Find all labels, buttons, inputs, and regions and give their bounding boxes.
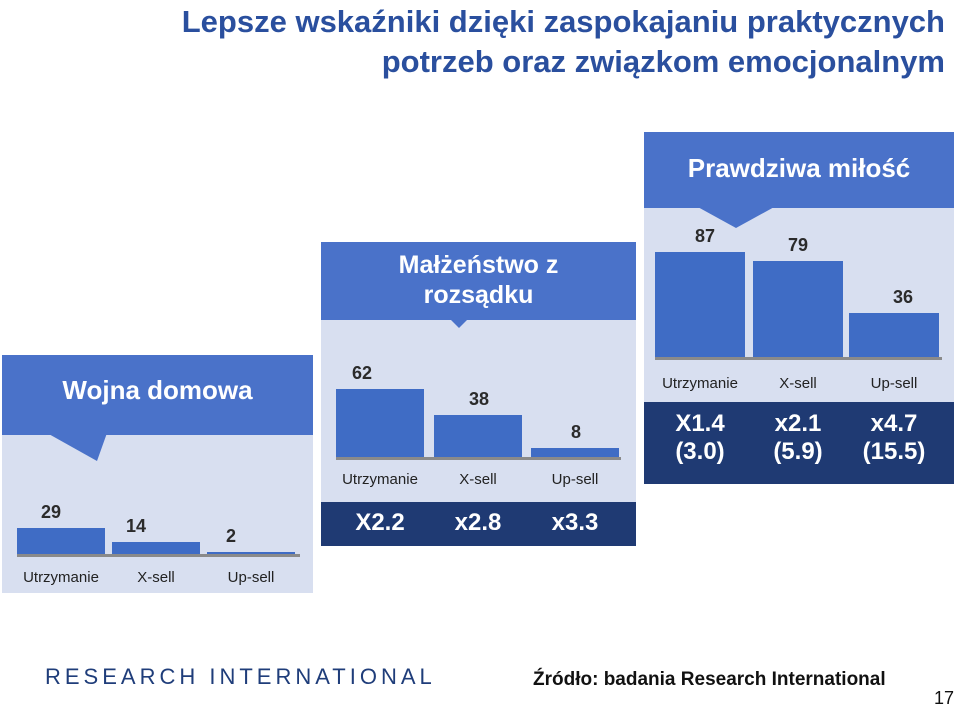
chart-title-line-1: Małżeństwo z bbox=[398, 251, 559, 279]
bar-utrzymanie bbox=[655, 252, 745, 357]
bar-up-sell bbox=[849, 313, 939, 357]
value-label: 87 bbox=[694, 226, 716, 246]
baseline bbox=[336, 457, 621, 460]
category-label: Up-sell bbox=[870, 375, 918, 392]
value-label: 38 bbox=[468, 389, 490, 409]
category-label: Utrzymanie bbox=[662, 375, 738, 392]
page-title: Lepsze wskaźniki dzięki zaspokajaniu pra… bbox=[40, 2, 945, 82]
banner-wojna-domowa: Wojna domowa bbox=[2, 355, 313, 461]
panel-prawdziwa-milosc: Prawdziwa miłość 87 Utrzymanie 79 X-sell 36 U… bbox=[644, 132, 954, 484]
value-label: 14 bbox=[125, 516, 147, 536]
value-label: 36 bbox=[892, 287, 914, 307]
value-label: 79 bbox=[787, 235, 809, 255]
multiplier-bar: X2.2 x2.8 x3.3 bbox=[321, 502, 636, 546]
category-label: Up-sell bbox=[227, 569, 275, 586]
multiplier-secondary-label: (3.0) bbox=[675, 438, 725, 465]
category-label: Up-sell bbox=[551, 471, 599, 488]
category-label: X-sell bbox=[459, 471, 497, 488]
value-label: 62 bbox=[351, 363, 373, 383]
bar-x-sell bbox=[434, 415, 522, 457]
category-label: X-sell bbox=[779, 375, 817, 392]
category-label: X-sell bbox=[137, 569, 175, 586]
baseline bbox=[655, 357, 942, 360]
title-line-2: potrzeb oraz związkom emocjonalnym bbox=[381, 44, 945, 79]
panel-wojna-domowa: Wojna domowa 29 Utrzymanie 14 X-sell 2 Up-sel… bbox=[2, 355, 313, 593]
chart-title-line-2: rozsądku bbox=[423, 281, 534, 309]
bar-up-sell bbox=[531, 448, 619, 457]
banner-malzenstwo: Małżeństwo z rozsądku bbox=[321, 242, 636, 328]
banner-arrow-icon bbox=[449, 318, 469, 328]
multiplier-secondary-label: (15.5) bbox=[862, 438, 926, 465]
research-international-logo: RESEARCH INTERNATIONAL bbox=[45, 664, 436, 689]
multiplier-bar: X1.4 (3.0) x2.1 (5.9) x4.7 (15.5) bbox=[644, 402, 954, 484]
chart-area: 62 Utrzymanie 38 X-sell 8 Up-sell X2.2 x2.8 x3.3 bbox=[321, 242, 636, 546]
banner-arrow-icon bbox=[47, 433, 107, 461]
chart-area: 87 Utrzymanie 79 X-sell 36 Up-sell X1.4 (3.0) x2… bbox=[644, 132, 954, 484]
panel-malzenstwo: Małżeństwo z rozsądku 62 Utrzymanie 38 X-se… bbox=[321, 242, 636, 546]
multiplier-label: x3.3 bbox=[551, 509, 599, 536]
value-label: 29 bbox=[40, 502, 62, 522]
banner-arrow-icon bbox=[696, 206, 776, 228]
title-line-1: Lepsze wskaźniki dzięki zaspokajaniu pra… bbox=[181, 4, 945, 39]
multiplier-label: X1.4 (3.0) bbox=[675, 410, 725, 465]
baseline bbox=[17, 554, 300, 557]
value-label: 2 bbox=[225, 526, 236, 546]
bar-up-sell bbox=[207, 552, 295, 554]
bar-x-sell bbox=[753, 261, 843, 357]
bar-utrzymanie bbox=[336, 389, 424, 457]
source-note: Źródło: badania Research International bbox=[533, 669, 886, 690]
bar-x-sell bbox=[112, 542, 200, 554]
multiplier-label: X2.2 bbox=[355, 509, 405, 536]
bar-utrzymanie bbox=[17, 528, 105, 554]
chart-title: Prawdziwa miłość bbox=[687, 153, 911, 183]
chart-area: 29 Utrzymanie 14 X-sell 2 Up-sell bbox=[2, 355, 313, 593]
multiplier-label: x2.8 bbox=[454, 509, 502, 536]
multiplier-secondary-label: (5.9) bbox=[773, 438, 823, 465]
chart-title: Wojna domowa bbox=[62, 375, 253, 405]
category-label: Utrzymanie bbox=[23, 569, 99, 586]
banner-prawdziwa-milosc: Prawdziwa miłość bbox=[644, 132, 954, 228]
multiplier-label: x2.1 (5.9) bbox=[773, 410, 823, 465]
value-label: 8 bbox=[570, 422, 581, 442]
category-label: Utrzymanie bbox=[342, 471, 418, 488]
multiplier-label: x4.7 (15.5) bbox=[862, 410, 926, 465]
page-number: 17 bbox=[933, 688, 954, 708]
